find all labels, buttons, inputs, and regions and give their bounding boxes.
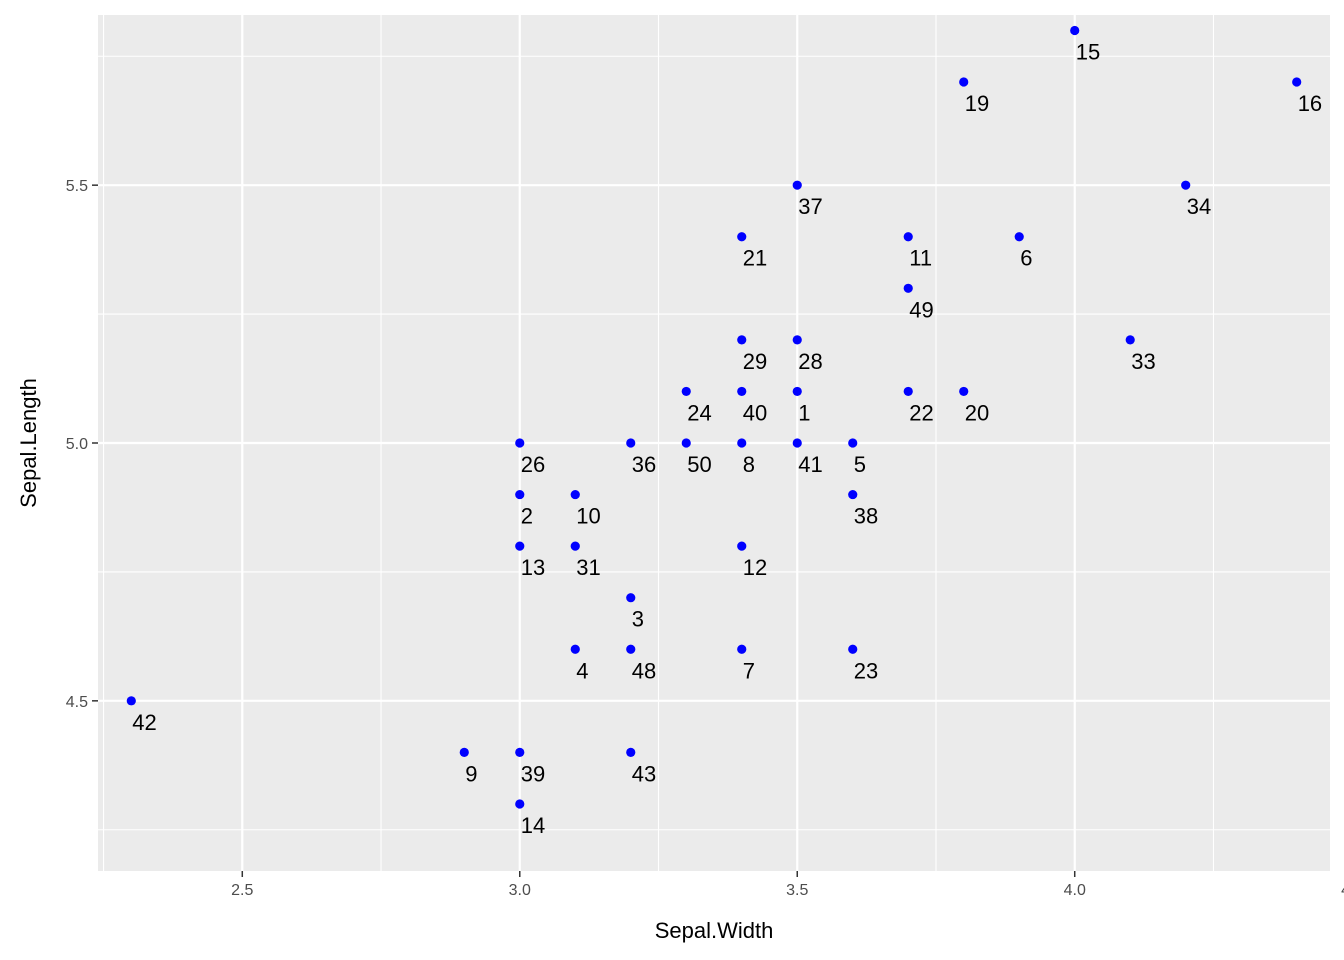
x-tick-label: 3.0	[509, 882, 531, 899]
data-points	[126, 25, 1302, 809]
data-point	[515, 799, 525, 809]
point-label: 13	[521, 555, 545, 580]
data-point	[737, 541, 747, 551]
data-point	[792, 438, 802, 448]
point-label: 7	[743, 658, 755, 683]
point-label: 8	[743, 452, 755, 477]
data-point	[959, 77, 969, 87]
data-point	[515, 489, 525, 500]
data-point	[903, 283, 913, 293]
data-point	[903, 232, 913, 242]
y-tick-label: 4.5	[66, 694, 88, 711]
data-point	[626, 438, 636, 448]
data-point	[570, 644, 580, 654]
point-label: 34	[1187, 194, 1211, 219]
y-tick-label: 5.5	[66, 178, 88, 195]
point-label: 37	[798, 194, 822, 219]
data-point	[126, 696, 136, 706]
point-label: 19	[965, 91, 989, 116]
point-label: 10	[576, 504, 600, 529]
point-label: 6	[1020, 246, 1032, 271]
data-point	[515, 747, 525, 757]
point-label: 11	[909, 246, 932, 271]
point-label: 40	[743, 400, 767, 425]
point-label: 26	[521, 452, 545, 477]
data-point	[626, 644, 636, 654]
data-point	[1292, 77, 1302, 87]
point-label: 48	[632, 658, 656, 683]
point-label: 33	[1131, 349, 1155, 374]
data-point	[1014, 232, 1024, 242]
x-axis: 2.5 3.0 3.5 4.0 4.5	[231, 871, 1344, 899]
data-point	[848, 438, 858, 448]
y-axis: 4.5 5.0 5.5	[66, 178, 98, 711]
point-label: 31	[576, 555, 600, 580]
y-axis-title: Sepal.Length	[16, 378, 41, 508]
data-point	[737, 386, 747, 397]
data-point	[737, 232, 747, 242]
point-label: 14	[521, 813, 545, 838]
point-label: 28	[798, 349, 822, 374]
x-tick-label: 4.0	[1064, 882, 1086, 899]
data-point	[792, 335, 802, 345]
point-label: 5	[854, 452, 866, 477]
data-point	[515, 541, 525, 551]
data-point	[959, 386, 969, 397]
x-axis-title: Sepal.Width	[655, 918, 774, 943]
y-tick-label: 5.0	[66, 436, 88, 453]
data-point	[903, 386, 913, 397]
x-tick-label: 4.5	[1341, 882, 1344, 899]
point-label: 50	[687, 452, 711, 477]
data-point	[626, 593, 636, 603]
point-label: 24	[687, 400, 711, 425]
point-label: 39	[521, 761, 545, 786]
point-label: 2	[521, 504, 533, 529]
data-point	[570, 541, 580, 551]
data-point	[681, 438, 691, 448]
point-label: 4	[576, 658, 588, 683]
data-point	[570, 489, 580, 500]
data-point	[737, 335, 747, 345]
data-point	[1181, 180, 1191, 190]
data-point	[737, 644, 747, 654]
data-point	[792, 386, 802, 397]
data-point	[459, 747, 469, 757]
x-tick-label: 3.5	[786, 882, 808, 899]
point-label: 12	[743, 555, 767, 580]
point-label: 20	[965, 400, 989, 425]
point-label: 15	[1076, 39, 1100, 64]
point-label: 23	[854, 658, 878, 683]
point-label: 21	[743, 246, 767, 271]
x-tick-label: 2.5	[231, 882, 253, 899]
data-point	[515, 438, 525, 448]
data-point	[1070, 25, 1080, 36]
point-label: 49	[909, 297, 933, 322]
point-label: 9	[465, 761, 477, 786]
point-label: 38	[854, 504, 878, 529]
point-label: 16	[1298, 91, 1322, 116]
data-point	[737, 438, 747, 448]
data-point	[848, 489, 858, 500]
point-label: 1	[798, 400, 810, 425]
data-point	[792, 180, 802, 190]
data-point	[626, 747, 636, 757]
point-label: 22	[909, 400, 933, 425]
point-label: 41	[798, 452, 822, 477]
data-point	[681, 386, 691, 397]
point-label: 29	[743, 349, 767, 374]
point-labels: 1234567891011121314151619202122232426282…	[132, 39, 1322, 837]
point-label: 43	[632, 761, 656, 786]
point-label: 42	[132, 710, 156, 735]
data-point	[848, 644, 858, 654]
point-label: 3	[632, 607, 644, 632]
point-label: 36	[632, 452, 656, 477]
data-point	[1125, 335, 1135, 345]
